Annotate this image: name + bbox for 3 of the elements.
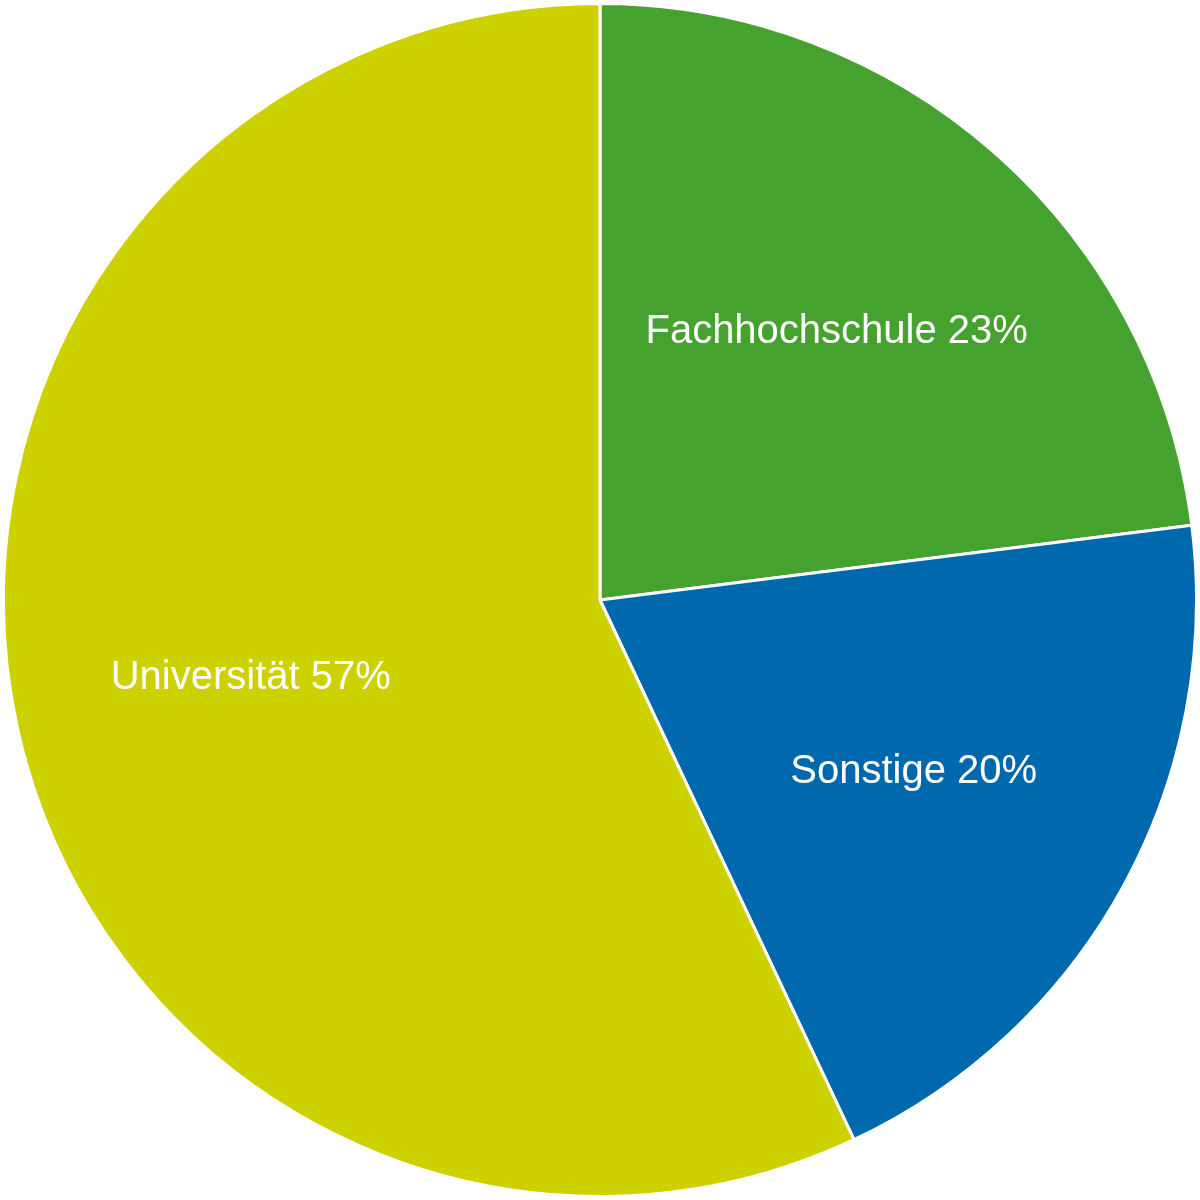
slice-label: Fachhochschule 23%: [645, 306, 1028, 351]
slice-label: Sonstige 20%: [790, 747, 1038, 792]
slice-label: Universität 57%: [110, 653, 391, 698]
